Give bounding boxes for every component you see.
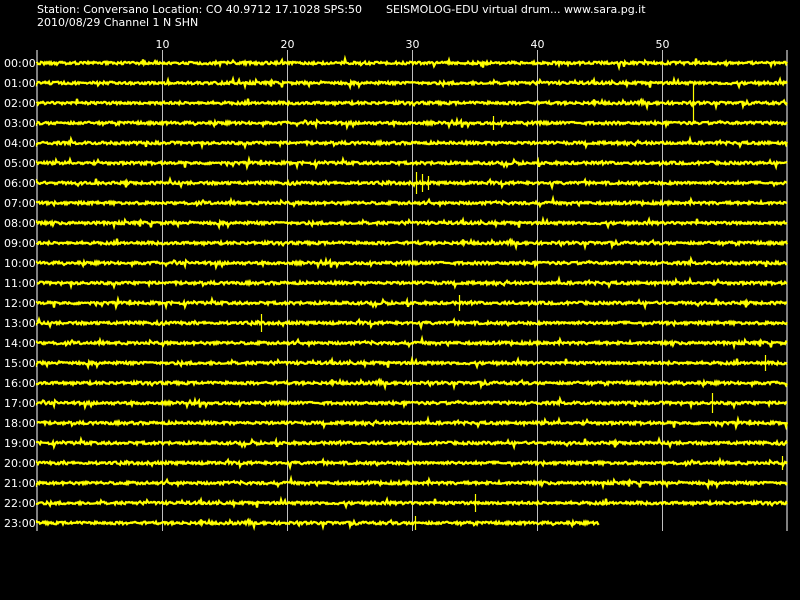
grid: [36, 50, 788, 531]
row-label: 13:00: [4, 317, 36, 330]
trace-row: [35, 517, 600, 531]
row-label: 05:00: [4, 157, 36, 170]
station-info: Station: Conversano Location: CO 40.9712…: [37, 3, 362, 16]
trace-row: [35, 474, 788, 491]
row-label: 18:00: [4, 417, 36, 430]
row-label: 16:00: [4, 377, 36, 390]
row-label: 11:00: [4, 277, 36, 290]
trace-row: [35, 194, 788, 209]
trace-row: [35, 135, 789, 151]
trace-row: [35, 215, 788, 231]
row-label: 17:00: [4, 397, 36, 410]
traces: [35, 54, 789, 531]
row-label: 10:00: [4, 257, 36, 270]
trace-row: [35, 316, 788, 331]
trace-row: [35, 54, 788, 72]
trace-row: [35, 97, 788, 111]
trace-row: [35, 237, 789, 251]
trace-row: [35, 377, 788, 391]
app-title: SEISMOLOG-EDU virtual drum... www.sara.p…: [386, 3, 646, 16]
trace-row: [35, 456, 788, 471]
trace-row: [35, 495, 788, 510]
row-label: 06:00: [4, 177, 36, 190]
row-label: 15:00: [4, 357, 36, 370]
date-channel-info: 2010/08/29 Channel 1 N SHN: [37, 16, 199, 29]
trace-row: [35, 334, 788, 351]
x-tick-label: 10: [156, 38, 170, 51]
row-label: 04:00: [4, 137, 36, 150]
trace-row: [36, 275, 788, 291]
x-tick-label: 40: [531, 38, 545, 51]
row-label: 08:00: [4, 217, 36, 230]
trace-row: [35, 155, 788, 171]
trace-row: [35, 255, 788, 271]
labels: 10 20 30 40 50 00:00 01:00 02:00 03:00 04:00 05:00…: [4, 38, 670, 530]
trace-row: [35, 355, 788, 371]
row-label: 14:00: [4, 337, 36, 350]
row-label: 01:00: [4, 77, 36, 90]
row-label: 21:00: [4, 477, 36, 490]
trace-row: [35, 295, 787, 311]
trace-row: [35, 435, 788, 451]
row-label: 07:00: [4, 197, 36, 210]
row-label: 23:00: [4, 517, 36, 530]
row-label: 00:00: [4, 57, 36, 70]
trace-row: [35, 75, 788, 91]
row-label: 03:00: [4, 117, 36, 130]
trace-row: [35, 395, 788, 411]
row-label: 22:00: [4, 497, 36, 510]
row-label: 19:00: [4, 437, 36, 450]
row-label: 02:00: [4, 97, 36, 110]
x-tick-label: 30: [406, 38, 420, 51]
trace-row: [36, 415, 789, 431]
row-label: 09:00: [4, 237, 36, 250]
row-label: 12:00: [4, 297, 36, 310]
trace-row: [35, 176, 788, 191]
row-label: 20:00: [4, 457, 36, 470]
x-tick-label: 20: [281, 38, 295, 51]
x-tick-label: 50: [656, 38, 670, 51]
trace-row: [35, 116, 788, 131]
